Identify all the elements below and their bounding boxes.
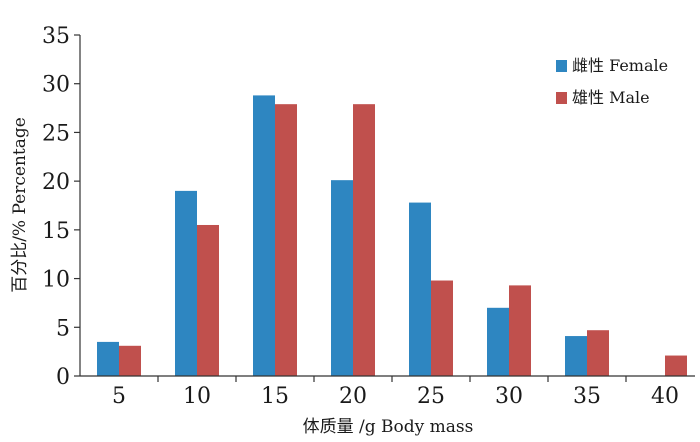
y-tick-label: 35 [42,24,70,49]
bars-group [97,95,687,377]
bar-female [487,307,509,376]
x-tick-label: 20 [339,384,367,409]
x-tick-label: 30 [495,384,523,409]
bar-male [119,345,141,376]
bar-male [509,285,531,376]
bar-female [175,190,197,376]
y-tick-label: 15 [42,219,70,244]
y-ticks-group: 0 5 10 15 20 25 30 35 [42,24,80,390]
y-tick-label: 20 [42,170,70,195]
legend-label: 雌性 Female [572,56,668,75]
y-axis-title: 百分比/% Percentage [10,117,30,293]
bar-male [431,280,453,376]
bar-female [409,202,431,376]
x-tick-label: 5 [112,384,126,409]
x-tick-label: 40 [651,384,679,409]
y-tick-label: 30 [42,73,70,98]
bar-male [665,355,687,376]
legend-label: 雄性 Male [572,88,650,107]
y-tick-label: 5 [56,316,70,341]
bar-male [275,104,297,376]
legend: 雌性 Female 雄性 Male [556,56,668,107]
legend-swatch [556,60,567,72]
x-tick-label: 25 [417,384,445,409]
bar-male [197,224,219,376]
x-tick-label: 15 [261,384,289,409]
bar-female [565,336,587,376]
y-tick-label: 0 [56,365,70,390]
y-tick-label: 25 [42,121,70,146]
bar-male [587,330,609,376]
legend-swatch [556,92,567,104]
bar-female [97,341,119,376]
bar-female [253,95,275,377]
y-tick-label: 10 [42,268,70,293]
x-ticks-group: 5 10 15 20 25 30 35 40 [112,376,679,409]
x-tick-label: 10 [183,384,211,409]
x-tick-label: 35 [573,384,601,409]
bar-female [331,180,353,376]
bar-male [353,104,375,376]
axes-group [79,35,695,377]
x-axis-title: 体质量 /g Body mass [303,417,474,437]
